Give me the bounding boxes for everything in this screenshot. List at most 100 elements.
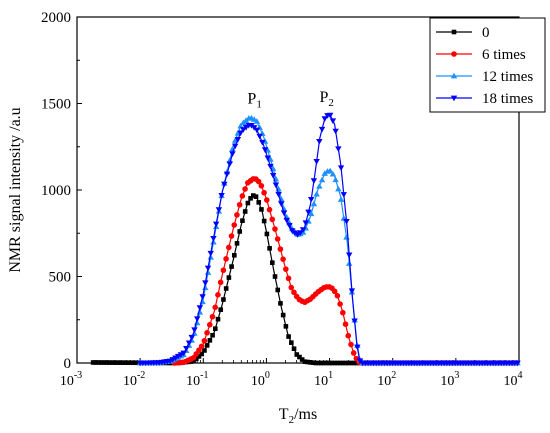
data-point [337,301,343,307]
series-layer [90,112,521,367]
data-point [198,343,205,350]
y-axis-label: NMR signal intensity /a.u [7,107,24,272]
data-point [104,360,109,365]
data-point [231,222,238,228]
axis-labels: T2/ms NMR signal intensity /a.u [7,107,317,426]
x-axis-label: T2/ms [279,406,317,426]
data-point [255,178,262,185]
data-point [297,230,304,236]
data-point [340,360,346,366]
data-point [348,288,356,295]
data-point [213,326,218,332]
data-point [266,206,273,213]
data-point [218,192,225,199]
data-point [299,227,307,233]
data-point [285,275,292,282]
data-point [258,183,265,189]
data-point [332,360,338,366]
data-point [280,210,288,217]
legend-marker [451,51,457,57]
data-point [101,360,107,365]
data-point [302,359,308,364]
data-point [226,157,233,163]
data-point [232,252,237,258]
data-point [202,348,207,353]
series-3 [136,112,521,367]
data-point [343,360,348,366]
data-point [291,230,299,237]
data-point [297,354,302,360]
y-tick-label: 500 [49,270,72,286]
data-point [267,246,272,251]
data-point [128,360,134,366]
data-point [207,338,213,343]
data-point [193,316,201,322]
data-point [307,197,315,203]
data-point [272,274,278,279]
data-point [350,350,357,356]
data-point [351,318,358,325]
annotation-layer: P1 P2 [247,89,333,111]
data-point [234,241,240,246]
data-point [354,344,361,351]
data-point [223,286,229,291]
x-tick-label: 104 [504,370,523,389]
data-point [188,334,195,341]
data-point [183,346,190,352]
data-point [289,340,294,345]
data-point [204,343,210,348]
data-point [343,233,350,240]
data-point [126,360,131,365]
data-point [345,332,352,339]
data-point [191,358,196,364]
data-point [204,329,210,336]
data-point [346,252,353,259]
data-point [117,360,123,365]
data-point [318,126,326,133]
data-point [259,207,264,212]
data-point [226,161,233,168]
data-point [251,193,256,198]
data-point [337,165,345,171]
data-point [280,312,286,318]
data-point [272,226,278,232]
data-point [337,360,343,366]
data-point [112,360,118,365]
data-point [329,118,337,125]
data-point [274,236,281,242]
data-point [228,233,235,239]
data-point [134,360,139,366]
data-point [324,360,329,366]
data-point [283,324,289,329]
data-point [321,360,327,366]
data-point [234,212,240,218]
data-point [514,360,521,367]
data-point [299,357,305,362]
data-point [270,260,275,265]
data-point [337,196,345,202]
data-point [272,182,280,189]
data-point [93,360,99,365]
data-point [201,337,208,344]
legend-label: 0 [482,25,490,41]
data-point [209,313,216,320]
y-tick-label: 1000 [41,183,71,199]
data-point [259,139,266,146]
x-tick-label: 10-3 [60,370,82,389]
data-point [264,155,271,162]
data-point [199,351,205,357]
data-point [239,193,246,199]
legend-label: 12 times [482,69,533,85]
data-point [334,292,341,299]
data-point [283,266,289,272]
data-point [220,267,227,274]
data-point [283,217,290,224]
data-point [96,360,101,365]
data-point [210,332,215,338]
series-1 [171,176,520,366]
data-point [340,309,346,316]
data-point [212,304,219,311]
data-point [261,189,267,196]
data-point [223,171,231,178]
data-point [261,218,267,224]
